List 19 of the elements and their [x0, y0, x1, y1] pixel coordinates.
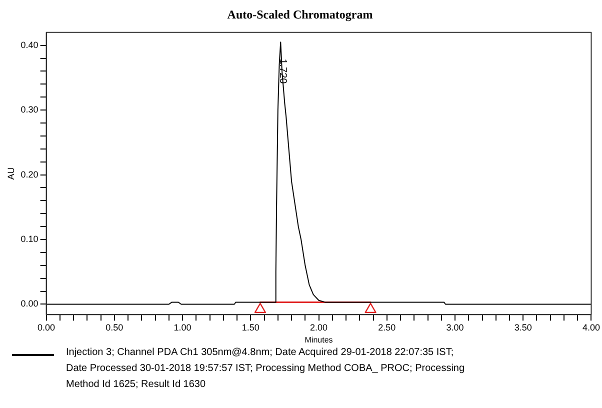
annotation: 1.720 [276, 58, 288, 84]
x-tick-label: 0.00 [38, 322, 56, 332]
x-tick-label: 3.50 [514, 322, 532, 332]
x-tick-label: 1.00 [174, 322, 192, 332]
y-tick-label: 0.40 [20, 40, 38, 50]
x-tick-label: 2.00 [310, 322, 328, 332]
x-tick-label: 4.00 [582, 322, 600, 332]
y-tick-label: 0.00 [20, 298, 38, 309]
legend-label: Injection 3; Channel PDA Ch1 305nm@4.8nm; Date Acquired 29-01-2018 22:07:35 IST; Date Processed 30-01-2018 19:57:57 IST; Processing Method COBA_ PROC; Processing Method Id 1625; Result Id 1630 [66, 346, 466, 392]
chart-title: Auto-Scaled Chromatogram [227, 7, 373, 22]
x-tick-label: 1.50 [242, 322, 260, 332]
x-axis-title: Minutes [304, 335, 333, 344]
y-tick-label: 0.20 [20, 169, 38, 180]
y-tick-label: 0.10 [20, 234, 38, 244]
x-tick-label: 3.00 [446, 322, 464, 332]
y-tick-label: 0.30 [20, 104, 38, 115]
y-axis-title: AU [6, 167, 16, 180]
x-tick-label: 0.50 [106, 322, 124, 332]
x-tick-label: 2.50 [378, 322, 396, 332]
